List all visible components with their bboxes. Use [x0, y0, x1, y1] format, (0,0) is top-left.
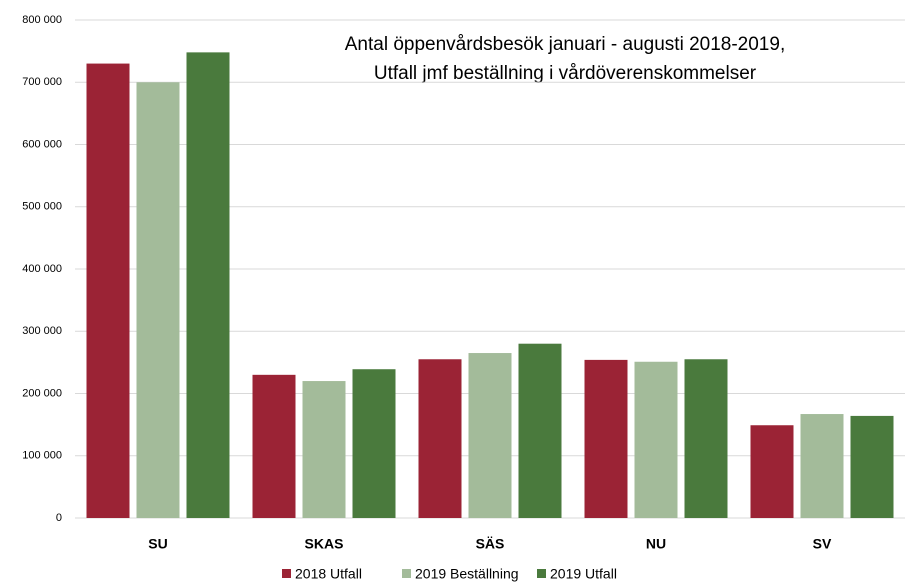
- legend-label: 2019 Beställning: [415, 566, 519, 582]
- bar: [518, 343, 562, 518]
- chart-title: Antal öppenvårdsbesök januari - augusti …: [345, 34, 785, 55]
- y-tick-label: 500 000: [22, 201, 62, 213]
- y-tick-label: 200 000: [22, 387, 62, 399]
- bar: [750, 425, 794, 518]
- chart-title: Utfall jmf beställning i vårdöverenskomm…: [374, 63, 757, 84]
- bar: [352, 369, 396, 518]
- bar: [86, 63, 130, 518]
- y-tick-label: 400 000: [22, 263, 62, 275]
- bar: [302, 381, 346, 518]
- y-tick-label: 300 000: [22, 325, 62, 337]
- legend-swatch: [282, 569, 291, 578]
- legend-swatch: [402, 569, 411, 578]
- bar: [252, 374, 296, 518]
- bar: [634, 361, 678, 518]
- x-tick-label: SÄS: [476, 536, 505, 552]
- x-tick-label: NU: [646, 536, 666, 552]
- legend-swatch: [537, 569, 546, 578]
- bar: [136, 82, 180, 518]
- y-tick-label: 0: [56, 512, 62, 524]
- bar: [418, 359, 462, 518]
- x-tick-label: SV: [813, 536, 832, 552]
- bar: [186, 52, 230, 519]
- x-tick-label: SU: [148, 536, 167, 552]
- bar: [468, 353, 512, 518]
- bar: [800, 414, 844, 518]
- bar: [584, 359, 628, 518]
- y-tick-label: 100 000: [22, 450, 62, 462]
- y-tick-label: 700 000: [22, 76, 62, 88]
- y-tick-label: 800 000: [22, 14, 62, 26]
- y-tick-label: 600 000: [22, 138, 62, 150]
- bar: [850, 415, 894, 518]
- legend-label: 2018 Utfall: [295, 566, 362, 582]
- bar: [684, 359, 728, 518]
- legend-label: 2019 Utfall: [550, 566, 617, 582]
- x-tick-label: SKAS: [305, 536, 344, 552]
